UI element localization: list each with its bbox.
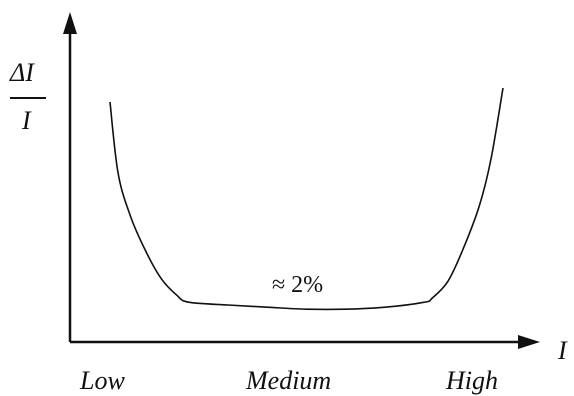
x-tick-medium: Medium: [246, 366, 332, 395]
y-axis-label-denominator: I: [22, 106, 31, 135]
x-tick-low: Low: [80, 366, 125, 395]
weber-fraction-curve: [109, 87, 504, 311]
y-axis-arrow: [63, 12, 77, 34]
y-axis-fraction-bar: [10, 97, 46, 99]
x-axis-arrow: [518, 335, 540, 349]
y-axis-label-numerator: ΔI: [10, 58, 34, 87]
x-axis-label: I: [558, 336, 567, 365]
plateau-annotation: ≈ 2%: [272, 272, 324, 298]
x-tick-high: High: [446, 366, 498, 395]
